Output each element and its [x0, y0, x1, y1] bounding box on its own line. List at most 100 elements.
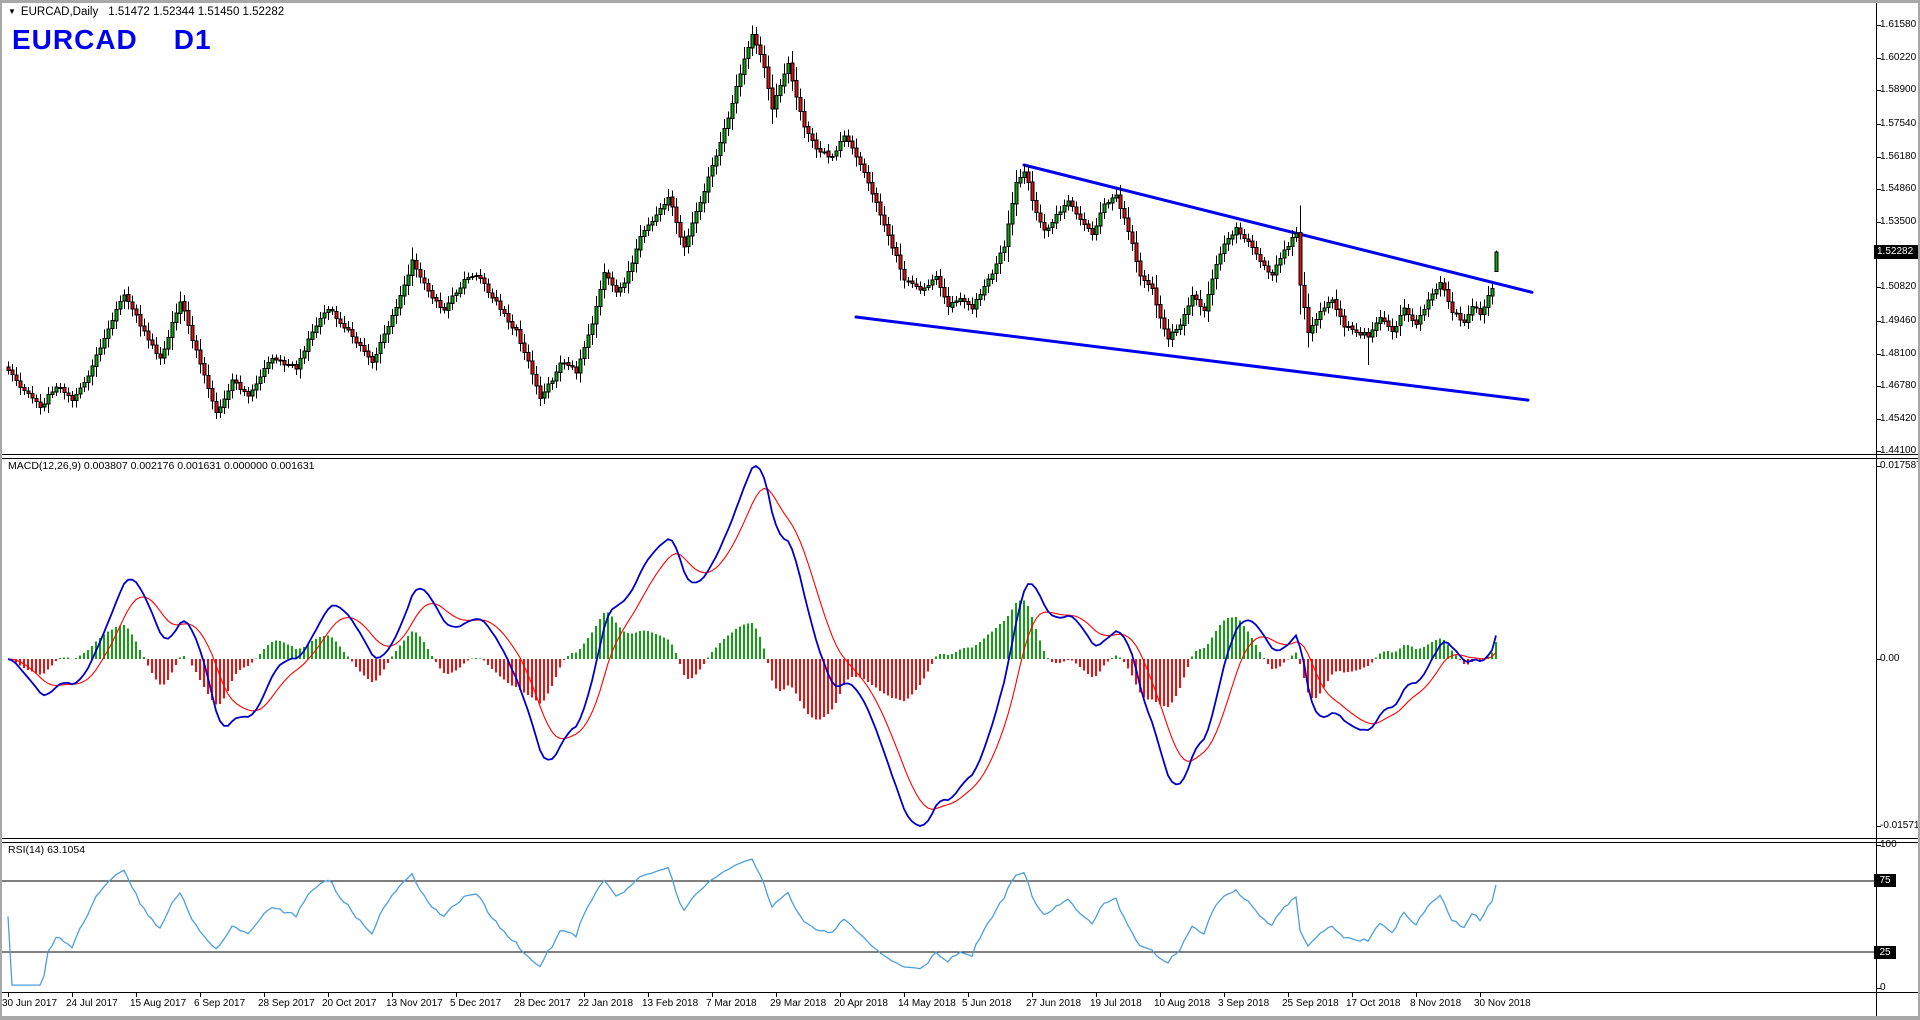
rsi-level-75-badge: 75: [1874, 874, 1896, 887]
date-axis-tick: [456, 993, 457, 997]
date-label: 8 Nov 2018: [1410, 998, 1462, 1009]
date-axis-tick: [1224, 993, 1225, 997]
price-axis-tick: [1876, 321, 1881, 322]
price-axis-tick: [1876, 386, 1881, 387]
rsi-line: [7, 858, 1497, 986]
date-axis-tick: [1480, 993, 1481, 997]
macd-histogram-up: [59, 600, 1497, 659]
date-axis-tick: [392, 993, 393, 997]
price-axis-label: 1.61580: [1880, 19, 1917, 30]
date-axis-tick: [776, 993, 777, 997]
date-label: 3 Sep 2018: [1218, 998, 1270, 1009]
date-axis-tick: [712, 993, 713, 997]
macd-label: MACD(12,26,9) 0.003807 0.002176 0.001631…: [8, 460, 315, 472]
date-label: 20 Apr 2018: [834, 998, 888, 1009]
price-axis-tick: [1876, 287, 1881, 288]
up-candles: [42, 33, 1499, 414]
date-label: 20 Oct 2017: [322, 998, 377, 1009]
quote-ohlc: 1.51472 1.52344 1.51450 1.52282: [108, 6, 285, 18]
date-label: 5 Dec 2017: [450, 998, 502, 1009]
macd-line: [7, 464, 1497, 827]
price-axis-tick: [1876, 222, 1881, 223]
window-border: [1918, 0, 1920, 1020]
window-border: [0, 0, 2, 1020]
macd-histogram-down: [11, 659, 1485, 720]
date-label: 14 May 2018: [898, 998, 956, 1009]
price-axis-label: 1.53500: [1880, 216, 1917, 227]
macd-axis-min: -0.015714: [1880, 820, 1920, 831]
price-axis-tick: [1876, 58, 1881, 59]
date-axis-tick: [1288, 993, 1289, 997]
candle-wicks: [8, 25, 1497, 420]
date-label: 5 Jun 2018: [962, 998, 1012, 1009]
panel-separator[interactable]: [0, 838, 1918, 839]
rsi-axis-100: 100: [1880, 839, 1897, 850]
price-axis-tick: [1876, 25, 1881, 26]
macd-axis-tick: [1876, 659, 1881, 660]
upper-wedge-line[interactable]: [1022, 163, 1534, 294]
date-label: 13 Nov 2017: [386, 998, 443, 1009]
watermark: EURCAD D1: [12, 24, 212, 56]
date-axis-tick: [1160, 993, 1161, 997]
price-axis-label: 1.54860: [1880, 183, 1917, 194]
price-axis-tick: [1876, 189, 1881, 190]
price-axis-tick: [1876, 124, 1881, 125]
date-label: 30 Jun 2017: [2, 998, 58, 1009]
date-axis-tick: [1352, 993, 1353, 997]
price-axis-label: 1.56180: [1880, 151, 1917, 162]
rsi-axis-0: 0: [1880, 982, 1886, 993]
date-axis-tick: [8, 993, 9, 997]
current-price-badge: 1.52282: [1874, 245, 1920, 259]
date-axis-tick: [328, 993, 329, 997]
date-label: 6 Sep 2017: [194, 998, 246, 1009]
rsi-label: RSI(14) 63.1054: [8, 844, 86, 856]
date-label: 29 Mar 2018: [770, 998, 827, 1009]
date-label: 7 Mar 2018: [706, 998, 757, 1009]
date-axis-tick: [200, 993, 201, 997]
down-candles: [6, 33, 1483, 413]
price-axis-label: 1.46780: [1880, 380, 1917, 391]
quote-bar: ▼ EURCAD,Daily 1.51472 1.52344 1.51450 1.5…: [8, 6, 284, 18]
price-axis-tick: [1876, 157, 1881, 158]
date-axis-tick: [968, 993, 969, 997]
rsi-axis-tick: [1876, 988, 1881, 989]
price-axis-label: 1.49460: [1880, 315, 1917, 326]
panel-separator[interactable]: [0, 842, 1918, 843]
price-axis-tick: [1876, 354, 1881, 355]
lower-wedge-line[interactable]: [854, 315, 1530, 402]
date-label: 15 Aug 2017: [130, 998, 187, 1009]
date-label: 25 Sep 2018: [1282, 998, 1339, 1009]
watermark-timeframe: D1: [173, 24, 212, 55]
date-label: 27 Jun 2018: [1026, 998, 1082, 1009]
date-axis-tick: [904, 993, 905, 997]
price-axis-label: 1.60220: [1880, 52, 1917, 63]
watermark-symbol: EURCAD: [12, 24, 138, 55]
date-axis-tick: [72, 993, 73, 997]
date-label: 28 Sep 2017: [258, 998, 315, 1009]
date-label: 17 Oct 2018: [1346, 998, 1401, 1009]
price-axis-tick: [1876, 419, 1881, 420]
date-label: 13 Feb 2018: [642, 998, 699, 1009]
price-axis-label: 1.48100: [1880, 348, 1917, 359]
date-axis-tick: [1096, 993, 1097, 997]
price-axis-label: 1.45420: [1880, 413, 1917, 424]
date-label: 24 Jul 2017: [66, 998, 118, 1009]
symbol-dropdown-icon[interactable]: ▼: [8, 7, 16, 16]
date-axis-tick: [648, 993, 649, 997]
price-axis-label: 1.57540: [1880, 118, 1917, 129]
macd-axis-tick: [1876, 466, 1881, 467]
symbol-period-label: EURCAD,Daily: [20, 6, 99, 18]
date-axis-tick: [1032, 993, 1033, 997]
price-axis-tick: [1876, 451, 1881, 452]
price-axis-label: 1.50820: [1880, 281, 1917, 292]
date-axis-tick: [520, 993, 521, 997]
panel-separator[interactable]: [0, 454, 1918, 455]
window-border: [0, 1016, 1920, 1020]
price-axis-separator[interactable]: [1876, 3, 1877, 1016]
rsi-level-25-badge: 25: [1874, 946, 1896, 959]
panel-separator[interactable]: [0, 992, 1918, 993]
panel-separator[interactable]: [0, 458, 1918, 459]
price-axis-label: 1.44100: [1880, 445, 1917, 456]
date-axis-tick: [136, 993, 137, 997]
